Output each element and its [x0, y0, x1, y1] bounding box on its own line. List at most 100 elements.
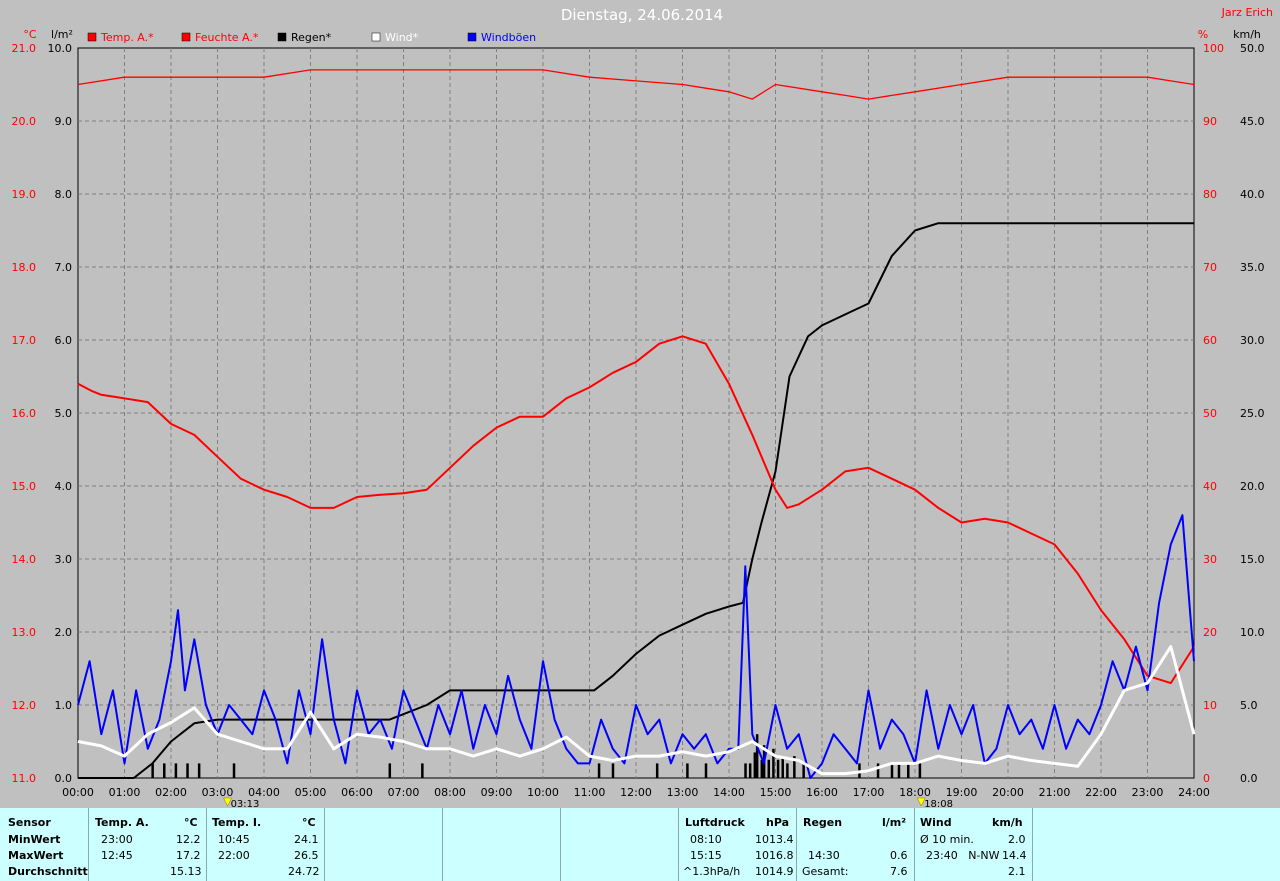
tick-temp-8: 13.0 — [12, 626, 37, 639]
tick-x-2: 02:00 — [155, 786, 187, 799]
legend-swatch-0 — [87, 32, 97, 42]
temp-a-header: Temp. A. — [95, 816, 149, 829]
tick-temp-6: 15.0 — [12, 480, 37, 493]
rain-bar-14 — [748, 763, 752, 778]
temp-a-max-value: 17.2 — [176, 849, 201, 862]
rain-bar-19 — [767, 759, 771, 778]
tick-rain-9: 1.0 — [55, 699, 73, 712]
rain-bar-31 — [918, 763, 922, 778]
unit-rain: l/m² — [51, 28, 73, 41]
row-label-max: MaxWert — [8, 849, 64, 862]
wind-max-value: 14.4 — [1002, 849, 1027, 862]
tick-rain-3: 7.0 — [55, 261, 73, 274]
tick-x-5: 05:00 — [295, 786, 327, 799]
wind-avg-value: 2.1 — [1008, 865, 1026, 878]
rain-max-time: 14:30 — [808, 849, 840, 862]
rain-bar-21 — [776, 759, 780, 778]
wind-avg10-value: 2.0 — [1008, 833, 1026, 846]
wind-avg10-label: Ø 10 min. — [920, 833, 974, 846]
tick-x-16: 16:00 — [806, 786, 838, 799]
temp-i-max-time: 22:00 — [218, 849, 250, 862]
rain-bar-28 — [890, 763, 894, 778]
marker-label-1: 18:08 — [924, 799, 953, 808]
marker-label-0: 03:13 — [231, 799, 260, 808]
tick-hum-7: 30 — [1203, 553, 1217, 566]
rain-bar-17 — [760, 759, 764, 778]
tick-x-8: 08:00 — [434, 786, 466, 799]
marker-arrow-0 — [223, 797, 232, 807]
tick-rain-0: 10.0 — [48, 42, 73, 55]
marker-arrow-1 — [916, 797, 926, 807]
time-markers: 03:13 18:08 — [223, 797, 953, 808]
rain-bar-20 — [772, 748, 775, 778]
tick-hum-6: 40 — [1203, 480, 1217, 493]
tick-rain-2: 8.0 — [55, 188, 73, 201]
pressure-avg-value: 1014.9 — [755, 865, 794, 878]
temp-i-min-time: 10:45 — [218, 833, 250, 846]
tick-temp-1: 20.0 — [12, 115, 37, 128]
temp-i-unit: °C — [302, 816, 316, 829]
legend-label-2: Regen* — [291, 31, 332, 44]
rain-bar-6 — [388, 763, 392, 778]
tick-wind-3: 35.0 — [1240, 261, 1265, 274]
tick-wind-1: 45.0 — [1240, 115, 1265, 128]
rain-bar-23 — [786, 763, 789, 778]
tick-x-11: 11:00 — [574, 786, 606, 799]
tick-x-23: 23:00 — [1132, 786, 1164, 799]
rain-bar-5 — [232, 763, 236, 778]
tick-wind-0: 50.0 — [1240, 42, 1265, 55]
rain-total-label: Gesamt: — [802, 865, 849, 878]
rain-bar-2 — [174, 763, 178, 778]
rain-bar-1 — [163, 763, 166, 778]
temp-i-min-value: 24.1 — [294, 833, 319, 846]
rain-bar-15 — [753, 752, 757, 778]
series-line-1 — [78, 222, 1194, 779]
unit-hum: % — [1198, 28, 1208, 41]
tick-x-13: 13:00 — [667, 786, 699, 799]
tick-x-10: 10:00 — [527, 786, 559, 799]
temp-a-avg-value: 15.13 — [170, 865, 202, 878]
tick-wind-2: 40.0 — [1240, 188, 1265, 201]
tick-temp-2: 19.0 — [12, 188, 37, 201]
tick-x-14: 14:00 — [713, 786, 745, 799]
temp-a-unit: °C — [184, 816, 198, 829]
tick-x-1: 01:00 — [109, 786, 141, 799]
rain-bar-10 — [655, 763, 659, 778]
tick-rain-5: 5.0 — [55, 407, 73, 420]
author-label: Jarz Erich — [1221, 6, 1273, 19]
tick-temp-9: 12.0 — [12, 699, 37, 712]
rain-unit: l/m² — [882, 816, 907, 829]
tick-hum-2: 80 — [1203, 188, 1217, 201]
tick-x-20: 20:00 — [992, 786, 1024, 799]
wind-max-time: 23:40 N-NW — [926, 849, 1000, 862]
pressure-trend: ^1.3hPa/h — [683, 865, 741, 878]
legend-label-3: Wind* — [385, 31, 419, 44]
row-label-sensor: Sensor — [8, 816, 51, 829]
temp-a-max-time: 12:45 — [101, 849, 133, 862]
tick-rain-10: 0.0 — [55, 772, 73, 785]
tick-hum-3: 70 — [1203, 261, 1217, 274]
rain-header: Regen — [803, 816, 843, 829]
tick-temp-3: 18.0 — [12, 261, 37, 274]
series-lines — [77, 69, 1196, 779]
tick-x-3: 03:00 — [202, 786, 234, 799]
axis-ticks: 21.0 20.0 19.0 18.0 17.0 16.0 15.0 14.0 13.0 12.0… — [12, 42, 1265, 799]
rain-bar-27 — [876, 763, 880, 778]
row-label-avg: Durchschnitt — [8, 865, 88, 878]
wind-header: Wind — [920, 816, 952, 829]
legend-label-1: Feuchte A.* — [195, 31, 259, 44]
legend-swatch-2 — [277, 32, 287, 42]
row-label-min: MinWert — [8, 833, 61, 846]
weather-chart: Dienstag, 24.06.2014 Jarz Erich °C l/m² … — [11, 6, 1274, 808]
tick-rain-8: 2.0 — [55, 626, 73, 639]
tick-x-0: 00:00 — [62, 786, 94, 799]
rain-max-value: 0.6 — [890, 849, 908, 862]
tick-rain-7: 3.0 — [55, 553, 73, 566]
tick-hum-10: 0 — [1203, 772, 1210, 785]
rain-bar-13 — [744, 763, 747, 778]
tick-rain-6: 4.0 — [55, 480, 73, 493]
series-line-3 — [77, 514, 1195, 779]
tick-wind-4: 30.0 — [1240, 334, 1265, 347]
rain-total-value: 7.6 — [890, 865, 908, 878]
legend-swatch-3 — [371, 32, 381, 42]
